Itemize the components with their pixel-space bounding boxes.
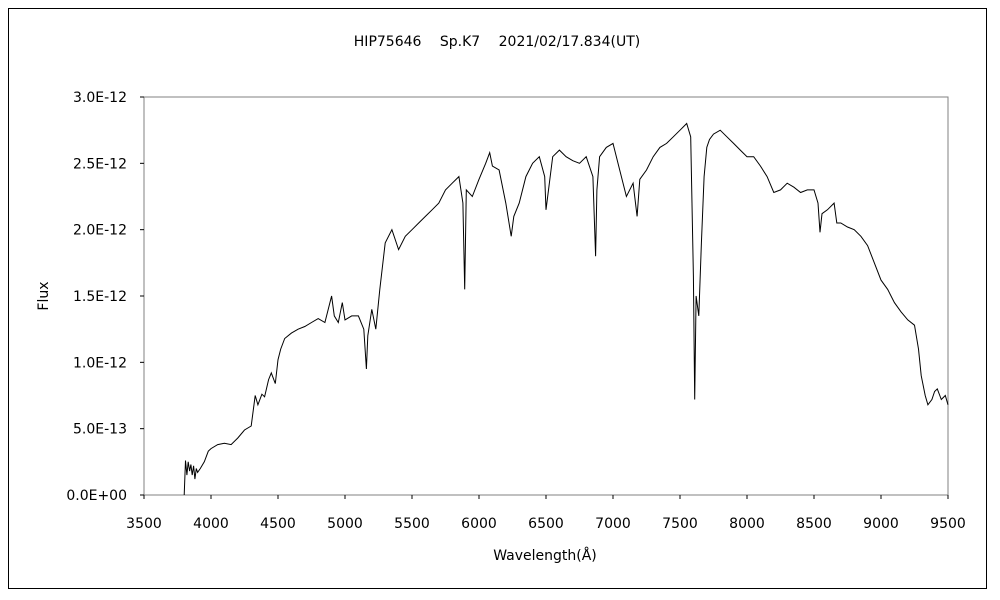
x-tick-label: 4500 [260,516,296,532]
y-tick-label: 2.5E-12 [73,156,127,172]
y-tick-label: 0.0E+00 [66,488,127,504]
y-axis-ticks: 0.0E+00 5.0E-13 1.0E-12 1.5E-12 2.0E-12 2.5E-… [66,90,144,504]
x-tick-label: 7500 [662,516,698,532]
x-tick-label: 8000 [729,516,765,532]
x-tick-label: 4000 [193,516,229,532]
x-tick-label: 7000 [595,516,631,532]
x-tick-label: 5500 [394,516,430,532]
x-axis-ticks: 3500 4000 4500 5000 5500 6000 6500 7000 7500 8000… [126,495,966,532]
x-axis-label: Wavelength(Å) [493,547,597,564]
x-tick-label: 6500 [528,516,564,532]
y-tick-label: 5.0E-13 [73,422,127,438]
y-axis-label: Flux [36,281,52,310]
x-tick-label: 3500 [126,516,162,532]
x-tick-label: 8500 [796,516,832,532]
y-tick-label: 1.5E-12 [73,289,127,305]
plot-area [143,96,949,496]
spectrum-series-line [183,122,949,496]
y-tick-label: 2.0E-12 [73,223,127,239]
x-tick-label: 9000 [863,516,899,532]
x-tick-label: 5000 [327,516,363,532]
x-tick-label: 6000 [461,516,497,532]
chart-frame [8,8,987,589]
y-tick-label: 3.0E-12 [73,90,127,106]
x-tick-label: 9500 [930,516,966,532]
y-tick-label: 1.0E-12 [73,355,127,371]
chart-title: HIP75646 Sp.K7 2021/02/17.834(UT) [354,34,640,50]
